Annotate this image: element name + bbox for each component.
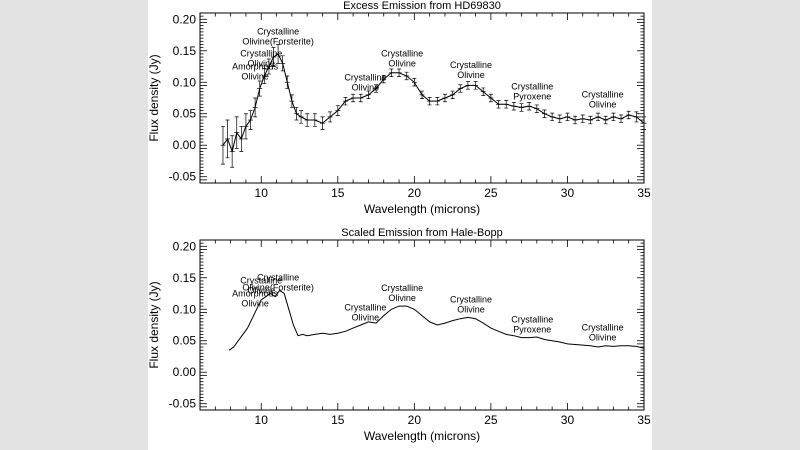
annotation-label: Olivine [457, 70, 485, 80]
x-tick-label: 15 [331, 413, 345, 427]
y-tick-label: 0.00 [173, 138, 197, 152]
annotation-label: Olivine(Forsterite) [242, 283, 314, 293]
x-tick-label: 10 [255, 186, 269, 200]
annotation-label: Olivine(Forsterite) [242, 37, 314, 47]
y-tick-label: 0.20 [173, 239, 197, 253]
chart-title: Excess Emission from HD69830 [343, 0, 501, 12]
annotation-label: Crystalline [511, 81, 553, 91]
annotation-label: Olivine [247, 286, 275, 296]
x-tick-label: 25 [484, 413, 498, 427]
y-tick-label: 0.15 [173, 271, 197, 285]
x-tick-label: 25 [484, 186, 498, 200]
x-tick-label: 10 [255, 413, 269, 427]
x-tick-label: 35 [637, 186, 651, 200]
y-tick-label: -0.05 [169, 170, 197, 184]
y-tick-label: 0.05 [173, 107, 197, 121]
figure-panel: Excess Emission from HD69830 10 15 20 25 30 35… [148, 0, 652, 450]
annotation-label: Amorphous [232, 288, 279, 298]
annotation-label: Olivine [352, 83, 380, 93]
annotation-label: Amorphous [232, 61, 279, 71]
annotation-label: Crystalline [511, 315, 553, 325]
annotation-label: Crystalline [582, 322, 624, 332]
annotation-label: Olivine [388, 293, 416, 303]
y-axis-label: Flux density (Jy) [148, 281, 161, 368]
y-tick-label: -0.05 [169, 397, 197, 411]
y-axis-label: Flux density (Jy) [148, 54, 161, 141]
annotation-label: Olivine [241, 298, 269, 308]
x-tick-label: 35 [637, 413, 651, 427]
annotation-label: Olivine [589, 100, 617, 110]
chart-canvas: Excess Emission from HD69830 10 15 20 25 30 35… [148, 0, 651, 443]
annotation-label: Pyroxene [513, 91, 551, 101]
annotation-label: Crystalline [381, 49, 423, 59]
annotation-label: Olivine [241, 71, 269, 81]
y-tick-label: 0.20 [173, 12, 197, 26]
x-tick-label: 15 [331, 186, 345, 200]
annotation-label: Olivine [247, 59, 275, 69]
series-line [228, 289, 645, 351]
annotation-label: Crystalline [240, 276, 282, 286]
annotation-label: Crystalline [240, 49, 282, 59]
annotation-label: Crystalline [450, 295, 492, 305]
x-tick-label: 30 [561, 186, 575, 200]
annotation-label: Olivine [388, 59, 416, 69]
annotation-label: Crystalline [450, 60, 492, 70]
annotation-label: Crystalline [344, 303, 386, 313]
annotation-label: Pyroxene [513, 325, 551, 335]
y-tick-label: 0.10 [173, 75, 197, 89]
annotation-label: Crystalline [582, 90, 624, 100]
y-tick-label: 0.05 [173, 334, 197, 348]
chart-hale-bopp: Scaled Emission from Hale-Bopp 10 15 20 25 30… [148, 227, 651, 443]
y-tick-label: 0.15 [173, 44, 197, 58]
chart-title: Scaled Emission from Hale-Bopp [341, 227, 502, 239]
y-tick-label: 0.00 [173, 365, 197, 379]
annotation-label: Olivine [589, 332, 617, 342]
plot-frame [199, 239, 645, 411]
annotation-label: Olivine [457, 305, 485, 315]
annotation-label: Olivine [352, 313, 380, 323]
annotation-label: Crystalline [344, 73, 386, 83]
x-axis-label: Wavelength (microns) [364, 202, 480, 216]
x-tick-label: 20 [408, 413, 422, 427]
chart-hd69830: Excess Emission from HD69830 10 15 20 25 30 35… [148, 0, 651, 216]
x-axis-label: Wavelength (microns) [364, 429, 480, 443]
annotation-label: Crystalline [257, 273, 299, 283]
annotation-label: Crystalline [257, 27, 299, 37]
y-tick-label: 0.10 [173, 302, 197, 316]
series-line [222, 53, 645, 154]
annotation-label: Crystalline [381, 283, 423, 293]
x-tick-label: 20 [408, 186, 422, 200]
x-tick-label: 30 [561, 413, 575, 427]
